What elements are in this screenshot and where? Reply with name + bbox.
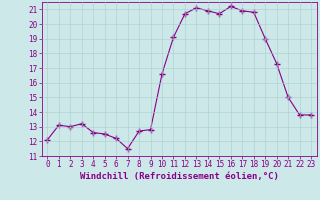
X-axis label: Windchill (Refroidissement éolien,°C): Windchill (Refroidissement éolien,°C) [80,172,279,181]
